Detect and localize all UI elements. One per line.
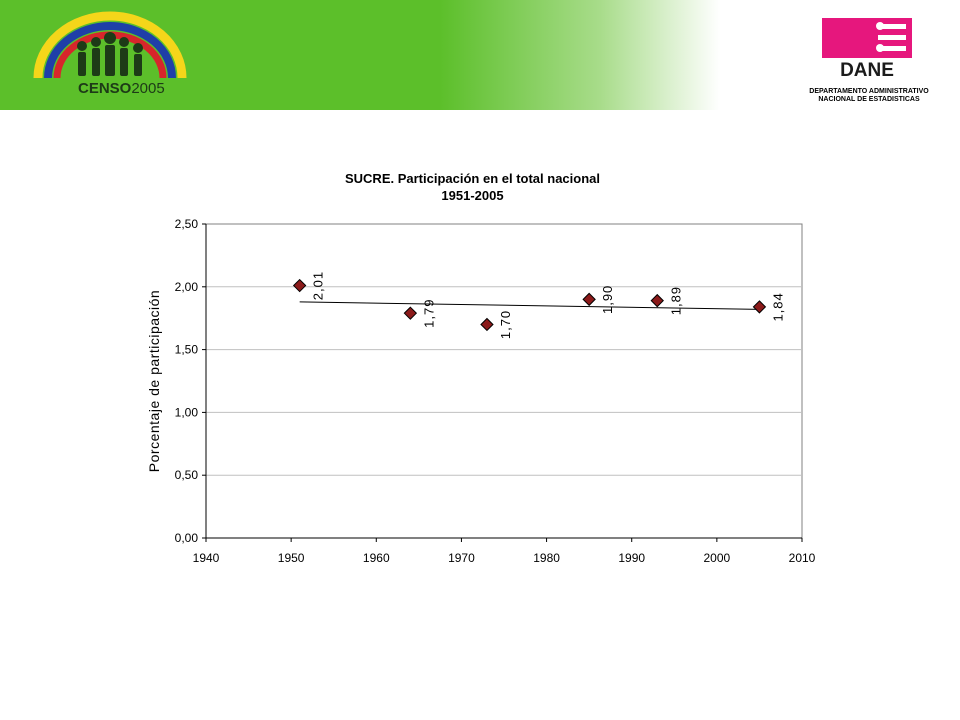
data-point <box>582 292 596 307</box>
y-tick-label: 1,50 <box>175 343 199 357</box>
dane-caption: DEPARTAMENTO ADMINISTRATIVO NACIONAL DE … <box>790 88 948 104</box>
data-label: 1,84 <box>770 292 785 321</box>
x-tick-label: 1950 <box>278 551 305 565</box>
dane-caption-line2: NACIONAL DE ESTADISTICAS <box>818 96 920 103</box>
x-tick-label: 1980 <box>533 551 560 565</box>
x-tick-label: 2010 <box>789 551 816 565</box>
x-tick-label: 1940 <box>193 551 220 565</box>
data-point <box>650 293 664 308</box>
y-tick-label: 0,50 <box>175 468 199 482</box>
x-tick-label: 2000 <box>704 551 731 565</box>
y-axis-label: Porcentaje de participación <box>146 290 162 472</box>
x-tick-label: 1990 <box>618 551 645 565</box>
chart-subtitle: 1951-2005 <box>441 188 504 203</box>
x-tick-label: 1970 <box>448 551 475 565</box>
dane-caption-line1: DEPARTAMENTO ADMINISTRATIVO <box>809 88 929 95</box>
censo-logo-text: CENSO2005 <box>78 80 165 97</box>
data-label: 1,89 <box>668 286 683 315</box>
y-tick-label: 2,00 <box>175 280 199 294</box>
data-label: 1,70 <box>498 310 513 339</box>
data-label: 1,90 <box>600 285 615 314</box>
dane-logo-text: DANE <box>840 60 894 80</box>
y-tick-label: 0,00 <box>175 531 199 545</box>
dane-logo: DANE <box>822 18 912 80</box>
data-point <box>752 300 767 314</box>
censo-2005-logo <box>33 11 187 79</box>
data-point <box>403 306 418 320</box>
chart-title-block: SUCRE. Participación en el total naciona… <box>200 170 745 204</box>
y-tick-label: 2,50 <box>175 217 199 231</box>
data-label: 1,79 <box>421 299 436 328</box>
data-point <box>292 278 307 293</box>
data-label: 2,01 <box>311 271 326 300</box>
data-point <box>480 317 494 332</box>
trendline <box>299 301 760 310</box>
header-banner <box>0 0 960 110</box>
chart-title: SUCRE. Participación en el total naciona… <box>344 171 600 186</box>
plot-area <box>205 223 803 539</box>
x-tick-label: 1960 <box>363 551 390 565</box>
y-tick-label: 1,00 <box>175 405 199 419</box>
